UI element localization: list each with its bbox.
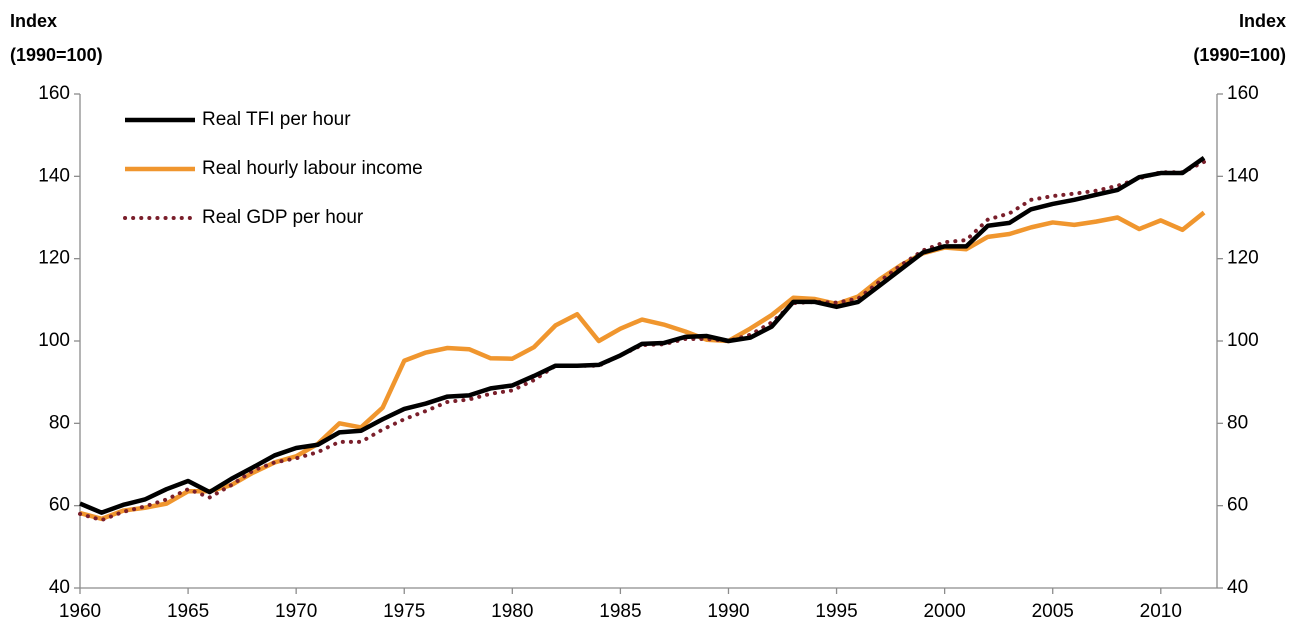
y2-tick-label: 120: [1227, 248, 1259, 269]
legend-label: Real TFI per hour: [202, 109, 351, 130]
y2-tick-label: 40: [1227, 577, 1248, 598]
y-axis-title: (1990=100): [10, 45, 103, 65]
series-line: [78, 159, 1207, 523]
y2-axis-title: (1990=100): [1193, 45, 1286, 65]
x-tick-label: 2005: [1032, 601, 1074, 622]
x-tick-label: 1985: [599, 601, 641, 622]
y2-tick-label: 160: [1227, 83, 1259, 104]
y-tick-label: 160: [38, 83, 70, 104]
y-axis-title: Index: [10, 11, 57, 31]
y2-tick-label: 100: [1227, 330, 1259, 351]
y2-axis-title: Index: [1239, 11, 1286, 31]
series-line: [79, 210, 1206, 522]
y2-tick-label: 80: [1227, 412, 1248, 433]
x-tick-label: 1960: [59, 601, 101, 622]
x-tick-label: 1965: [167, 601, 209, 622]
x-tick-label: 2000: [923, 601, 965, 622]
x-tick-label: 1980: [491, 601, 533, 622]
y-tick-label: 140: [38, 165, 70, 186]
x-tick-label: 1990: [707, 601, 749, 622]
y-tick-label: 60: [49, 495, 70, 516]
y2-tick-label: 60: [1227, 495, 1248, 516]
x-tick-label: 2010: [1140, 601, 1182, 622]
y2-tick-label: 140: [1227, 165, 1259, 186]
y-tick-label: 120: [38, 248, 70, 269]
x-tick-label: 1970: [275, 601, 317, 622]
y-tick-label: 80: [49, 412, 70, 433]
legend-label: Real hourly labour income: [202, 158, 423, 179]
x-tick-label: 1995: [815, 601, 857, 622]
y-tick-label: 100: [38, 330, 70, 351]
series-line: [79, 155, 1206, 515]
x-tick-label: 1975: [383, 601, 425, 622]
y-tick-label: 40: [49, 577, 70, 598]
legend-label: Real GDP per hour: [202, 207, 364, 228]
